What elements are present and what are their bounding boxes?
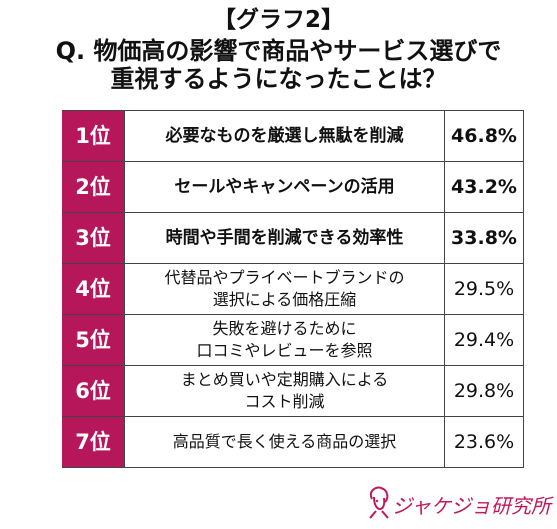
brand-logo-text: ジャケジョ研究所 <box>392 494 551 518</box>
item-label-line: 代替品やプライベートブランドの <box>164 268 405 287</box>
item-label-line: コスト削減 <box>244 392 325 411</box>
rank-badge: 2位 <box>62 162 124 212</box>
item-label-line: セールやキャンペーンの活用 <box>174 177 395 197</box>
item-value: 29.4% <box>444 315 524 365</box>
item-label: 代替品やプライベートブランドの 選択による価格圧縮 <box>124 264 444 314</box>
rank-badge: 1位 <box>62 111 124 161</box>
table-row: 5位 失敗を避けるために 口コミやレビューを参照 29.4% <box>62 315 524 366</box>
item-value: 29.5% <box>444 264 524 314</box>
item-label: 失敗を避けるために 口コミやレビューを参照 <box>124 315 444 365</box>
table-row: 4位 代替品やプライベートブランドの 選択による価格圧縮 29.5% <box>62 264 524 315</box>
chart-question-line2: 重視するようになったことは？ <box>110 65 447 93</box>
table-row: 3位 時間や手間を削減できる効率性 33.8% <box>62 213 524 264</box>
item-label: 必要なものを厳選し無駄を削減 <box>124 111 444 161</box>
brand-logo: ジャケジョ研究所 <box>364 485 551 519</box>
rank-badge: 7位 <box>62 417 124 467</box>
chart-question-line1: Q. 物価高の影響で商品やサービス選びで <box>55 37 502 65</box>
rank-badge: 4位 <box>62 264 124 314</box>
item-label: まとめ買いや定期購入による コスト削減 <box>124 366 444 416</box>
rank-badge: 3位 <box>62 213 124 263</box>
item-value: 46.8% <box>444 111 524 161</box>
rank-badge: 5位 <box>62 315 124 365</box>
item-value: 43.2% <box>444 162 524 212</box>
item-label-line: 高品質で長く使える商品の選択 <box>172 432 397 451</box>
item-value: 33.8% <box>444 213 524 263</box>
ranking-table: 1位 必要なものを厳選し無駄を削減 46.8% 2位 セールやキャンペーンの活用 43.2… <box>62 110 524 468</box>
table-row: 7位 高品質で長く使える商品の選択 23.6% <box>62 417 524 468</box>
chart-label: 【グラフ2】 <box>212 7 344 33</box>
item-label: 時間や手間を削減できる効率性 <box>124 213 444 263</box>
item-value: 29.8% <box>444 366 524 416</box>
item-label-line: 必要なものを厳選し無駄を削減 <box>165 126 404 146</box>
item-label-line: 時間や手間を削減できる効率性 <box>165 228 404 248</box>
table-row: 6位 まとめ買いや定期購入による コスト削減 29.8% <box>62 366 524 417</box>
item-label-line: まとめ買いや定期購入による <box>180 370 389 389</box>
table-row: 1位 必要なものを厳選し無駄を削減 46.8% <box>62 111 524 162</box>
table-row: 2位 セールやキャンペーンの活用 43.2% <box>62 162 524 213</box>
item-label-line: 失敗を避けるために <box>212 319 357 338</box>
woman-face-icon <box>369 486 389 519</box>
item-label: 高品質で長く使える商品の選択 <box>124 417 444 467</box>
item-label-line: 口コミやレビューを参照 <box>196 341 373 360</box>
item-value: 23.6% <box>444 417 524 467</box>
item-label-line: 選択による価格圧縮 <box>212 290 357 309</box>
item-label: セールやキャンペーンの活用 <box>124 162 444 212</box>
rank-badge: 6位 <box>62 366 124 416</box>
